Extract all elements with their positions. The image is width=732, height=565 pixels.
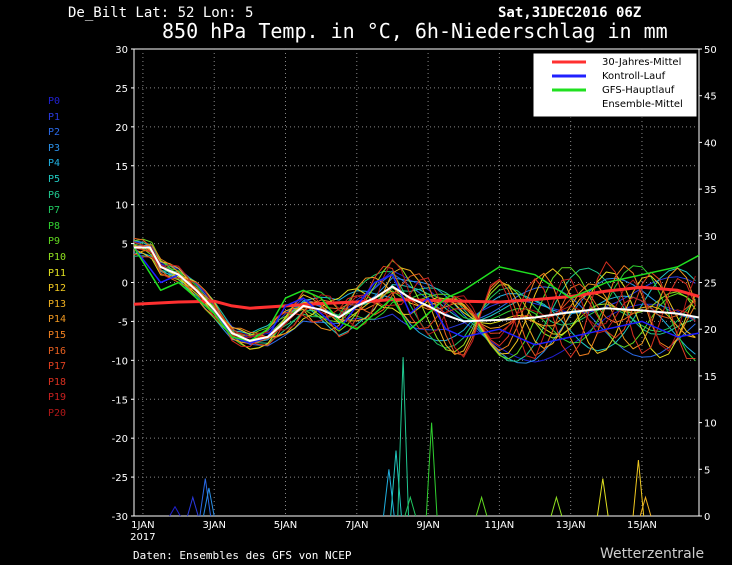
y-left-tick-label: 15 bbox=[115, 162, 128, 173]
y-right-tick-label: 50 bbox=[704, 45, 717, 56]
member-label: P20 bbox=[48, 407, 67, 419]
y-left-tick-label: -25 bbox=[112, 473, 128, 484]
legend-label: Kontroll-Lauf bbox=[602, 71, 666, 82]
chart-title: 850 hPa Temp. in °C, 6h-Niederschlag in … bbox=[162, 19, 668, 43]
member-label: P2 bbox=[48, 127, 61, 139]
y-left-tick-label: -30 bbox=[112, 512, 128, 523]
precip-spike bbox=[169, 505, 181, 517]
precip-spike bbox=[596, 478, 609, 517]
y-left-tick-label: -20 bbox=[112, 434, 128, 445]
member-label: P5 bbox=[48, 173, 61, 185]
member-line bbox=[133, 247, 696, 359]
member-label: P15 bbox=[48, 329, 67, 341]
y-left-tick-label: 10 bbox=[115, 201, 128, 212]
y-right-tick-label: 40 bbox=[704, 138, 717, 149]
member-label: P14 bbox=[48, 314, 67, 326]
x-tick-label: 3JAN bbox=[202, 520, 225, 531]
y-left-tick-label: -15 bbox=[112, 395, 128, 406]
precip-spike bbox=[203, 487, 215, 517]
series-lines bbox=[133, 237, 700, 517]
run-datetime: Sat,31DEC2016 06Z bbox=[498, 5, 642, 21]
member-label: P1 bbox=[48, 111, 61, 123]
y-right-tick-label: 0 bbox=[704, 512, 710, 523]
y-right-tick-label: 25 bbox=[704, 279, 717, 290]
gfs-main-run-line bbox=[133, 247, 700, 342]
legend-box bbox=[532, 52, 698, 118]
member-label: P7 bbox=[48, 205, 61, 217]
x-axis: 1JAN 3JAN 5JAN 7JAN 9JAN 11JAN 13JAN 15JAN 2017 bbox=[130, 520, 657, 543]
precip-spike bbox=[425, 422, 438, 517]
precip-spike bbox=[397, 357, 409, 517]
y-right-tick-label: 5 bbox=[704, 465, 710, 476]
legend-label: 30-Jahres-Mittel bbox=[602, 57, 681, 68]
station-label: De_Bilt Lat: 52 Lon: 5 bbox=[68, 5, 254, 21]
y-right-tick-label: 30 bbox=[704, 232, 717, 243]
precip-spike bbox=[639, 495, 652, 517]
x-tick-label: 1JAN bbox=[131, 520, 154, 531]
precip-spike bbox=[632, 459, 645, 517]
member-label: P19 bbox=[48, 392, 67, 404]
member-label: P13 bbox=[48, 298, 67, 310]
y-left-tick-label: 20 bbox=[115, 123, 128, 134]
y-right-tick-label: 15 bbox=[704, 372, 717, 383]
member-label: P3 bbox=[48, 142, 61, 154]
member-label: P17 bbox=[48, 361, 67, 373]
precip-spike bbox=[404, 495, 417, 517]
y-axis-left: 30 25 20 15 10 5 0 -5 -10 -15 -20 -25 -30 bbox=[112, 45, 134, 523]
brand-logo: Wetterzentrale bbox=[600, 546, 705, 562]
legend-label: GFS-Hauptlauf bbox=[602, 85, 675, 96]
y-left-tick-label: 5 bbox=[122, 240, 128, 251]
member-label: P6 bbox=[48, 189, 61, 201]
x-tick-label: 11JAN bbox=[484, 520, 514, 531]
climatology-line bbox=[133, 285, 700, 310]
precip-spike bbox=[187, 495, 199, 517]
member-label: P9 bbox=[48, 236, 61, 248]
member-label: P10 bbox=[48, 251, 67, 263]
member-line bbox=[133, 237, 696, 356]
y-right-tick-label: 35 bbox=[704, 185, 717, 196]
x-tick-label: 9JAN bbox=[416, 520, 439, 531]
y-left-tick-label: -10 bbox=[112, 356, 128, 367]
member-line bbox=[133, 240, 696, 364]
legend-label: Ensemble-Mittel bbox=[602, 99, 683, 110]
data-source-note: Daten: Ensembles des GFS von NCEP bbox=[133, 549, 352, 562]
precip-spike bbox=[390, 450, 402, 517]
legend: 30-Jahres-Mittel Kontroll-Lauf GFS-Hauptla… bbox=[532, 52, 698, 118]
x-tick-label: 15JAN bbox=[627, 520, 657, 531]
x-tick-label: 13JAN bbox=[556, 520, 586, 531]
ensemble-member-list: P0 P1 P2 P3 P4 P5 P6 P7 P8 P9 P10 P11 P12 P13 P14 P15 P1… bbox=[48, 96, 66, 423]
y-left-tick-label: -5 bbox=[118, 317, 128, 328]
member-label: P16 bbox=[48, 345, 67, 357]
y-left-tick-label: 25 bbox=[115, 84, 128, 95]
member-label: P18 bbox=[48, 376, 67, 388]
member-label: P12 bbox=[48, 283, 67, 295]
precip-spike bbox=[550, 495, 563, 517]
member-label: P8 bbox=[48, 220, 61, 232]
member-label: P0 bbox=[48, 96, 61, 107]
precip-spike bbox=[199, 478, 212, 517]
y-left-tick-label: 0 bbox=[122, 279, 128, 290]
x-year-label: 2017 bbox=[130, 532, 155, 543]
precip-spike bbox=[475, 495, 488, 517]
x-tick-label: 5JAN bbox=[274, 520, 297, 531]
y-left-tick-label: 30 bbox=[115, 45, 128, 56]
y-right-tick-label: 10 bbox=[704, 419, 717, 430]
y-right-tick-label: 20 bbox=[704, 325, 717, 336]
member-label: P11 bbox=[48, 267, 67, 279]
y-right-tick-label: 45 bbox=[704, 92, 717, 103]
member-label: P4 bbox=[48, 158, 61, 170]
ensemble-mean-line bbox=[134, 246, 700, 342]
x-tick-label: 7JAN bbox=[345, 520, 368, 531]
